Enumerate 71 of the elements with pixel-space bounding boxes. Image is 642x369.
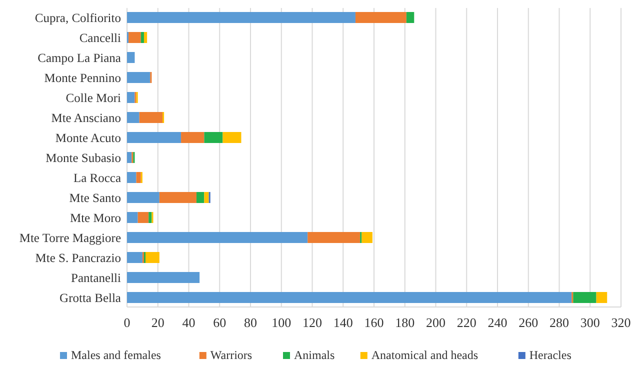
y-tick-label: Colle Mori bbox=[66, 90, 122, 105]
y-tick-label: Mte Torre Maggiore bbox=[19, 230, 122, 245]
x-tick-label: 200 bbox=[426, 315, 446, 330]
bar bbox=[362, 232, 372, 243]
bar bbox=[127, 272, 200, 283]
y-tick-label: Monte Acuto bbox=[55, 130, 121, 145]
x-tick-label: 180 bbox=[395, 315, 415, 330]
bar bbox=[406, 12, 414, 23]
bar bbox=[596, 292, 608, 303]
legend-label: Warriors bbox=[210, 348, 252, 362]
bar bbox=[127, 152, 132, 163]
y-tick-label: Grotta Bella bbox=[60, 290, 122, 305]
x-tick-label: 100 bbox=[272, 315, 292, 330]
x-tick-label: 320 bbox=[611, 315, 631, 330]
bar bbox=[127, 212, 138, 223]
bar bbox=[128, 32, 141, 43]
x-tick-label: 280 bbox=[550, 315, 569, 330]
bar bbox=[127, 12, 356, 23]
bar bbox=[127, 72, 150, 83]
bar bbox=[127, 192, 160, 203]
bar bbox=[146, 252, 160, 263]
legend-label: Anatomical and heads bbox=[371, 348, 478, 362]
x-tick-label: 240 bbox=[488, 315, 508, 330]
x-tick-label: 80 bbox=[244, 315, 257, 330]
bar bbox=[127, 292, 572, 303]
x-tick-label: 300 bbox=[580, 315, 600, 330]
x-tick-label: 40 bbox=[182, 315, 196, 330]
bar bbox=[136, 172, 141, 183]
y-tick-label: Mte Moro bbox=[70, 210, 121, 225]
x-tick-label: 0 bbox=[124, 315, 130, 330]
x-tick-label: 60 bbox=[213, 315, 226, 330]
y-tick-label: Cupra, Colfiorito bbox=[34, 10, 121, 25]
bar bbox=[139, 112, 163, 123]
bar bbox=[138, 212, 149, 223]
bar bbox=[204, 132, 223, 143]
bar bbox=[127, 92, 135, 103]
legend-label: Males and females bbox=[71, 348, 162, 362]
bar bbox=[222, 132, 242, 143]
bar bbox=[140, 32, 144, 43]
y-tick-label: Pantanelli bbox=[71, 270, 122, 285]
x-tick-label: 20 bbox=[151, 315, 164, 330]
x-tick-label: 220 bbox=[456, 315, 476, 330]
bar bbox=[127, 172, 136, 183]
y-tick-label: Monte Pennino bbox=[44, 70, 121, 85]
y-tick-label: Mte S. Pancrazio bbox=[35, 250, 121, 265]
y-tick-label: Mte Santo bbox=[69, 190, 121, 205]
bar bbox=[196, 192, 204, 203]
legend-label: Heracles bbox=[529, 348, 572, 362]
bar bbox=[127, 132, 182, 143]
y-tick-label: Cancelli bbox=[79, 30, 122, 45]
x-tick-label: 140 bbox=[333, 315, 353, 330]
y-tick-label: Monte Subasio bbox=[46, 150, 121, 165]
bar bbox=[181, 132, 204, 143]
bar bbox=[127, 112, 140, 123]
y-tick-label: La Rocca bbox=[73, 170, 122, 185]
bar bbox=[308, 232, 360, 243]
bar bbox=[127, 252, 142, 263]
y-tick-label: Campo La Piana bbox=[38, 50, 122, 65]
bar bbox=[204, 192, 209, 203]
x-tick-label: 260 bbox=[518, 315, 538, 330]
bar bbox=[573, 292, 596, 303]
bar bbox=[144, 32, 148, 43]
bar bbox=[159, 192, 196, 203]
bar bbox=[355, 12, 406, 23]
x-tick-label: 160 bbox=[364, 315, 384, 330]
x-tick-label: 120 bbox=[302, 315, 322, 330]
bar bbox=[127, 52, 135, 63]
legend-label: Animals bbox=[294, 348, 335, 362]
bar bbox=[127, 232, 308, 243]
bar bbox=[148, 212, 152, 223]
y-tick-label: Mte Ansciano bbox=[51, 110, 121, 125]
